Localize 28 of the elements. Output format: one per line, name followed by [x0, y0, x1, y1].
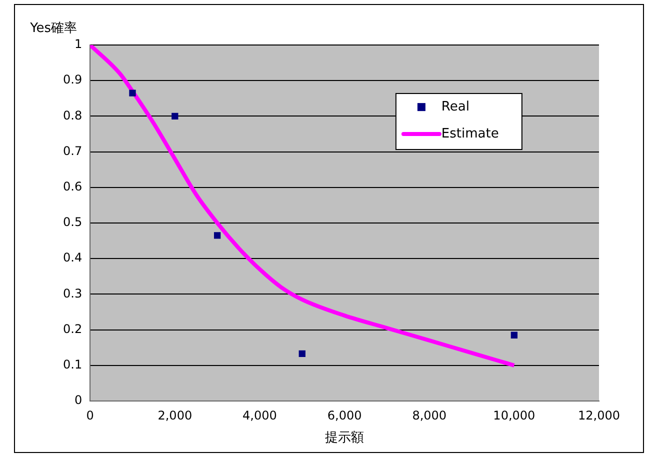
y-axis-title: Yes確率 [29, 20, 78, 36]
y-tick-label: 0.6 [62, 180, 82, 194]
legend-label: Real [441, 99, 470, 114]
point [172, 112, 178, 120]
y-tick-label: 1 [74, 37, 82, 52]
x-tick-label: 6,000 [327, 408, 362, 422]
x-tick-label: 8,000 [412, 408, 447, 422]
y-tick-label: 0.7 [62, 144, 82, 158]
point [298, 350, 306, 357]
line-series [90, 45, 516, 368]
y-tick-label: 0 [74, 393, 82, 408]
y-tick-label: 0.3 [62, 286, 82, 300]
y-tick-label: 0.5 [62, 215, 82, 230]
point [129, 90, 136, 96]
x-axis-title: 提示額 [325, 430, 364, 446]
legend-label: Estimate [441, 126, 499, 142]
x-tick-label: 12,000 [578, 408, 620, 422]
x-tick-label: 0 [86, 408, 94, 422]
x-tick-label: 4,000 [242, 408, 277, 422]
point [214, 232, 221, 239]
point [510, 332, 518, 338]
y-tick-label: 0.2 [62, 322, 82, 336]
y-tick-label: 0.1 [62, 358, 82, 372]
y-tick-label: 0.4 [62, 250, 82, 265]
x-tick-label: 2,000 [158, 408, 192, 422]
y-tick-label: 0.8 [62, 108, 82, 122]
x-tick-label: 10,000 [493, 408, 536, 422]
y-tick-label: 0.9 [62, 72, 82, 87]
